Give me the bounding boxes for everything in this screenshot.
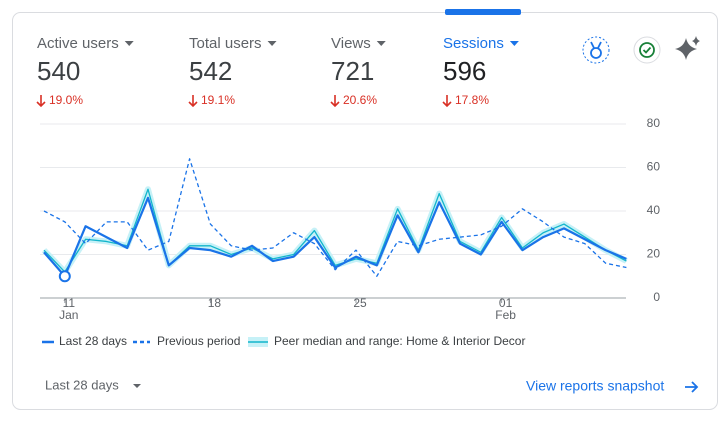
down-arrow	[36, 95, 46, 108]
metric-value: 540	[37, 56, 80, 86]
metric[interactable]: Total users 542 19.1%	[188, 35, 277, 108]
x-tick-label: 18	[208, 296, 222, 310]
metric-change: 20.6%	[343, 93, 377, 107]
snapshot-link[interactable]: View reports snapshot	[526, 378, 699, 394]
x-month-label: Jan	[59, 308, 78, 322]
sparkle-icon[interactable]	[675, 36, 700, 60]
x-month-label: Feb	[495, 308, 516, 322]
series-line	[43, 188, 627, 273]
legend-label: Last 28 days	[59, 334, 127, 348]
metric-caret	[376, 41, 386, 46]
series-line	[43, 158, 627, 277]
metric-value: 596	[443, 56, 486, 86]
down-arrow	[188, 95, 198, 108]
y-tick-label: 80	[647, 116, 661, 130]
check-icon[interactable]	[633, 36, 661, 64]
date-range-button[interactable]: Last 28 days	[45, 377, 141, 392]
down-arrow	[442, 95, 452, 108]
down-arrow	[330, 95, 340, 108]
metric-label: Sessions	[443, 35, 504, 52]
metric-value: 721	[331, 56, 374, 86]
legend-label: Peer median and range: Home & Interior D…	[274, 334, 525, 348]
y-tick-label: 20	[647, 247, 661, 261]
y-tick-label: 40	[647, 203, 661, 217]
check-ring	[633, 36, 661, 64]
check-mark	[642, 46, 652, 54]
badge-ribbon	[590, 41, 602, 49]
metric-caret	[124, 41, 134, 46]
legend-label: Previous period	[157, 334, 240, 348]
date-range: Last 28 days	[45, 377, 119, 392]
link-arrow	[685, 381, 699, 393]
metric[interactable]: Active users 540 19.0%	[36, 35, 134, 108]
check-circle	[639, 42, 655, 58]
badge-medal	[590, 47, 602, 59]
link-text: View reports snapshot	[526, 378, 664, 394]
metric-label: Views	[331, 35, 371, 52]
metric-caret	[267, 41, 277, 46]
series-line	[43, 196, 627, 278]
x-tick-label: 25	[353, 296, 367, 310]
tab-indicator	[445, 9, 521, 15]
metric-label: Active users	[37, 35, 119, 52]
dropdown-caret	[133, 384, 141, 388]
metric-change: 19.0%	[49, 93, 83, 107]
badge-ring	[582, 36, 610, 64]
y-tick-label: 0	[653, 290, 660, 304]
metric[interactable]: Views 721 20.6%	[330, 35, 386, 108]
metric-change: 17.8%	[455, 93, 489, 107]
metric-label: Total users	[189, 35, 262, 52]
x-tick-label: 11	[63, 296, 76, 310]
x-tick-label: 01	[499, 296, 513, 310]
metric-change: 19.1%	[201, 93, 235, 107]
metrics: Active users 540 19.0% Total users 542 19.1% V…	[36, 35, 519, 108]
y-tick-label: 60	[647, 160, 661, 174]
hover-point	[58, 270, 71, 283]
metric-caret	[509, 41, 519, 46]
metric[interactable]: Sessions 596 17.8%	[442, 35, 519, 108]
metric-value: 542	[189, 56, 232, 86]
legend: Last 28 days Previous period Peer median a…	[42, 334, 525, 348]
badge-icon[interactable]	[582, 36, 610, 64]
